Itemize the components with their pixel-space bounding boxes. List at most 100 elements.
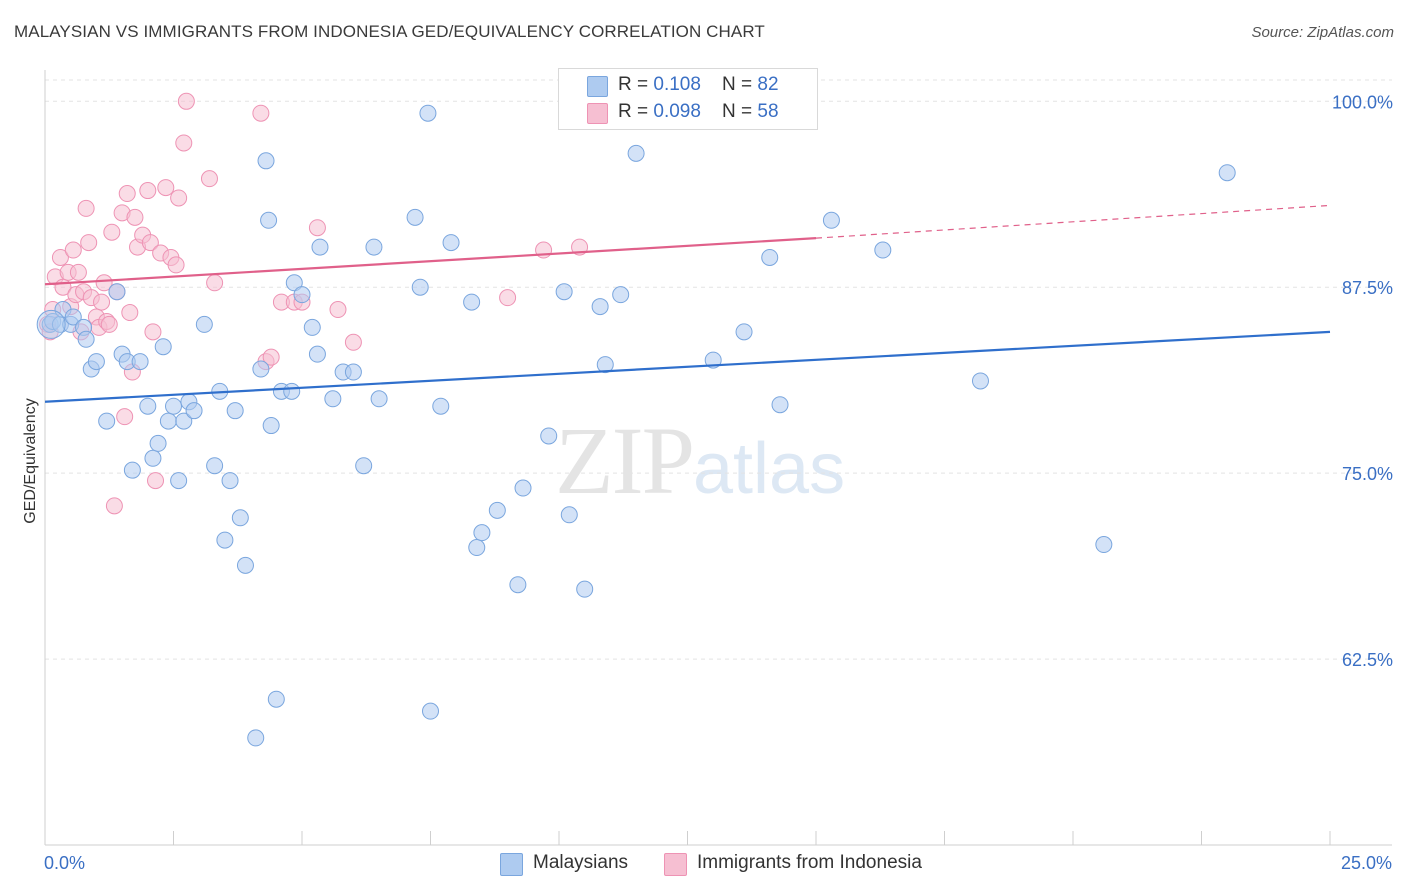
data-point-indonesia: [157, 179, 175, 197]
data-point-malaysian: [874, 241, 892, 259]
legend-r-label: R =: [618, 101, 654, 122]
data-point-indonesia: [126, 208, 144, 226]
data-point-malaysian: [1095, 536, 1113, 554]
data-point-malaysian: [555, 283, 573, 301]
data-point-indonesia: [95, 274, 113, 292]
data-point-indonesia: [77, 199, 95, 217]
data-point-malaysian: [971, 372, 989, 390]
correlation-legend: R = 0.108 N = 82 R = 0.098 N = 58: [558, 68, 818, 130]
data-point-indonesia: [252, 104, 270, 122]
legend-n-label: N =: [722, 101, 758, 122]
y-tick-label: 62.5%: [1342, 650, 1393, 670]
data-point-malaysian: [293, 286, 311, 304]
data-point-malaysian: [463, 293, 481, 311]
data-point-indonesia: [177, 92, 195, 110]
data-point-malaysian: [627, 144, 645, 162]
data-point-malaysian: [761, 248, 779, 266]
data-point-malaysian: [422, 702, 439, 720]
data-point-malaysian: [735, 323, 753, 341]
data-point-malaysian: [419, 104, 437, 122]
data-point-indonesia: [93, 293, 111, 311]
data-point-malaysian: [370, 390, 388, 408]
data-point-malaysian: [355, 457, 373, 475]
data-point-malaysian: [252, 360, 270, 378]
data-point-indonesia: [118, 185, 136, 203]
data-point-malaysian: [175, 412, 193, 430]
source-label: Source: ZipAtlas.com: [1251, 24, 1394, 41]
data-point-indonesia: [200, 170, 218, 188]
data-point-malaysian: [432, 397, 450, 415]
x-tick-label: 25.0%: [1341, 853, 1392, 873]
watermark-atlas: atlas: [693, 429, 846, 509]
data-point-malaysian: [64, 308, 82, 326]
data-point-indonesia: [51, 248, 69, 266]
legend-n-value: 58: [757, 101, 779, 122]
data-point-malaysian: [216, 531, 234, 549]
data-point-indonesia: [64, 241, 82, 259]
legend-swatch-blue: [587, 76, 608, 97]
data-point-malaysian: [108, 283, 126, 301]
data-point-indonesia: [105, 497, 123, 515]
bottom-legend-label: Immigrants from Indonesia: [697, 852, 922, 873]
legend-n-label: N =: [722, 74, 758, 95]
data-point-malaysian: [324, 390, 342, 408]
data-point-malaysian: [771, 396, 789, 414]
data-point-indonesia: [141, 234, 159, 252]
data-point-malaysian: [311, 238, 329, 256]
trendline-indonesia: [44, 237, 817, 286]
data-point-malaysian: [285, 274, 303, 292]
data-point-malaysian: [822, 211, 840, 229]
data-point-malaysian: [442, 234, 460, 252]
data-point-malaysian: [560, 506, 578, 524]
y-axis-label: GED/Equivalency: [22, 398, 39, 523]
data-point-malaysian: [206, 457, 224, 475]
data-point-malaysian: [509, 576, 527, 594]
data-point-malaysian: [195, 315, 213, 333]
bottom-legend-label: Malaysians: [533, 852, 629, 873]
data-point-malaysian: [260, 211, 278, 229]
trendline-malaysians: [44, 330, 1331, 403]
data-point-malaysian: [159, 412, 177, 430]
data-point-malaysian: [303, 318, 321, 336]
data-point-malaysian: [468, 539, 486, 557]
data-point-malaysian: [154, 338, 172, 356]
data-point-malaysian: [226, 402, 244, 420]
data-point-malaysian: [98, 412, 116, 430]
data-point-malaysian: [267, 690, 285, 708]
data-point-malaysian: [257, 152, 275, 170]
data-point-malaysian: [185, 402, 203, 420]
data-point-malaysian: [365, 238, 383, 256]
data-point-malaysian: [308, 345, 326, 363]
trendline-indonesia-extrapolated: [815, 204, 1331, 239]
legend-r-value: 0.098: [653, 101, 701, 122]
data-point-indonesia: [116, 408, 134, 426]
y-tick-label: 75.0%: [1342, 464, 1393, 484]
data-point-indonesia: [100, 315, 118, 333]
data-point-malaysian: [123, 461, 141, 479]
data-point-malaysian: [540, 427, 558, 445]
data-point-indonesia: [175, 134, 193, 152]
legend-r-label: R =: [618, 74, 654, 95]
data-point-indonesia: [308, 219, 326, 237]
data-point-malaysian: [131, 353, 149, 371]
chart-title: MALAYSIAN VS IMMIGRANTS FROM INDONESIA G…: [14, 22, 765, 41]
data-point-malaysian: [596, 356, 614, 374]
data-point-indonesia: [103, 223, 121, 241]
data-point-malaysian: [283, 382, 301, 400]
bottom-legend-swatch-blue: [500, 853, 523, 876]
data-point-malaysian: [344, 363, 362, 381]
data-point-malaysian: [411, 278, 429, 296]
data-point-malaysian: [77, 330, 95, 348]
data-point-indonesia: [262, 348, 280, 366]
data-point-malaysian: [514, 479, 532, 497]
legend-n-value: 82: [757, 74, 779, 95]
data-point-indonesia: [69, 263, 87, 281]
data-point-indonesia: [139, 182, 157, 200]
data-point-malaysian: [236, 556, 254, 574]
data-point-malaysian: [87, 353, 105, 371]
data-point-malaysian: [406, 208, 424, 226]
x-tick-label: 0.0%: [44, 853, 85, 873]
data-point-malaysian: [576, 580, 594, 598]
data-point-malaysian: [1218, 164, 1236, 182]
data-point-malaysian: [473, 524, 491, 542]
